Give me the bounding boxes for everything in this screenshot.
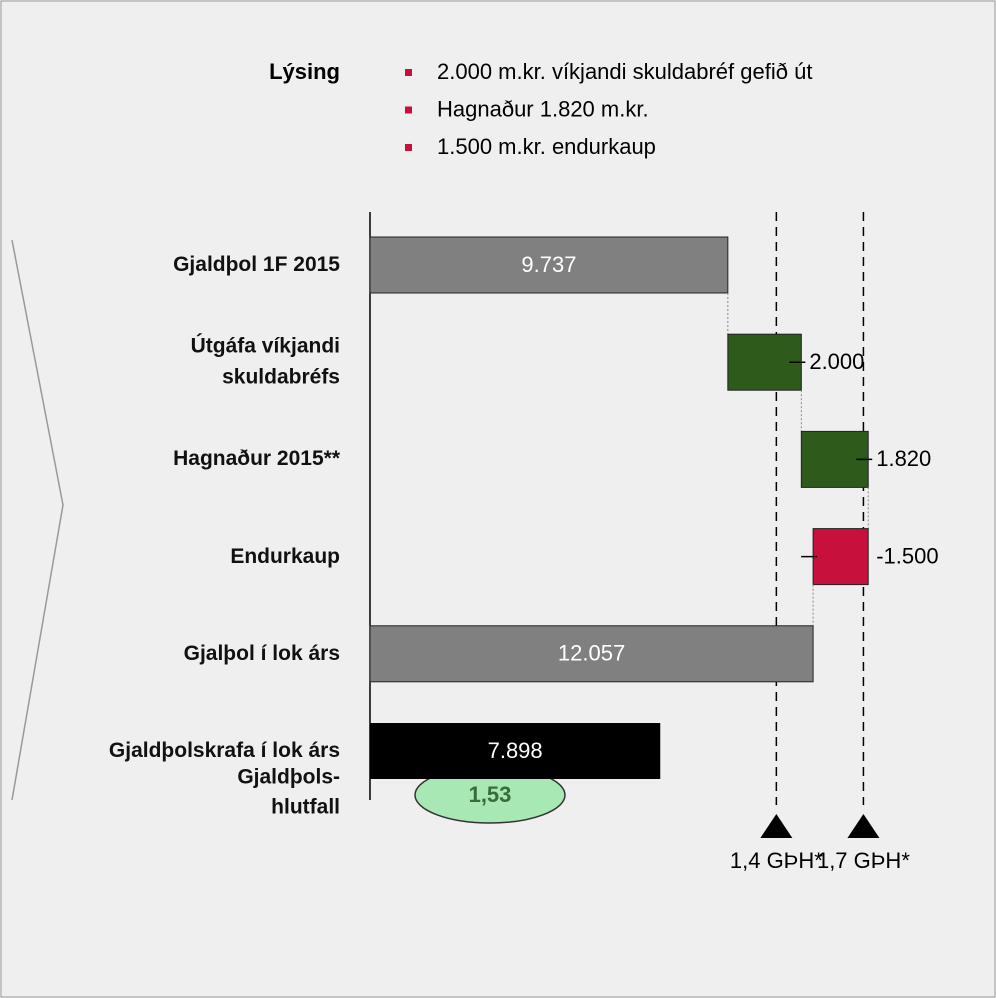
category-label: Útgáfa víkjandi skuldabréfs xyxy=(190,334,340,389)
data-label: -1.500 xyxy=(876,543,938,568)
category-label: Hagnaður 2015** xyxy=(173,447,340,471)
bullet xyxy=(405,144,412,151)
category-label: Gjaldþolskrafa í lok árs xyxy=(108,738,340,762)
bar xyxy=(812,528,869,586)
category-label: Endurkaup xyxy=(230,544,340,568)
bar xyxy=(370,723,661,779)
category-label: Gjalþol í lok árs xyxy=(183,641,340,665)
chevron xyxy=(11,239,64,801)
ratio-value: 1,53 xyxy=(469,782,512,807)
ratio-label: Gjaldþols- hlutfall xyxy=(237,765,340,819)
data-label: 2.000 xyxy=(809,349,864,374)
reference-marker xyxy=(847,814,880,838)
data-label: 7.898 xyxy=(488,738,543,763)
reference-label: 1,7 GÞH* xyxy=(817,848,910,873)
bar xyxy=(369,625,814,683)
data-label: 1.820 xyxy=(876,446,931,471)
bullet xyxy=(405,106,412,114)
description-item: 1.500 m.kr. endurkaup xyxy=(437,134,656,159)
bullet xyxy=(405,69,412,76)
bar xyxy=(727,333,802,391)
category-label: Gjaldþol 1F 2015 xyxy=(173,252,340,276)
description-label: Lýsing xyxy=(269,59,340,84)
description-item: 2.000 m.kr. víkjandi skuldabréf gefið út xyxy=(437,59,812,84)
description-item: Hagnaður 1.820 m.kr. xyxy=(437,96,649,121)
data-label: 9.737 xyxy=(521,252,576,277)
bar xyxy=(369,236,729,294)
reference-label: 1,4 GÞH* xyxy=(730,848,823,873)
reference-marker xyxy=(760,814,793,838)
data-label: 12.057 xyxy=(558,641,625,666)
